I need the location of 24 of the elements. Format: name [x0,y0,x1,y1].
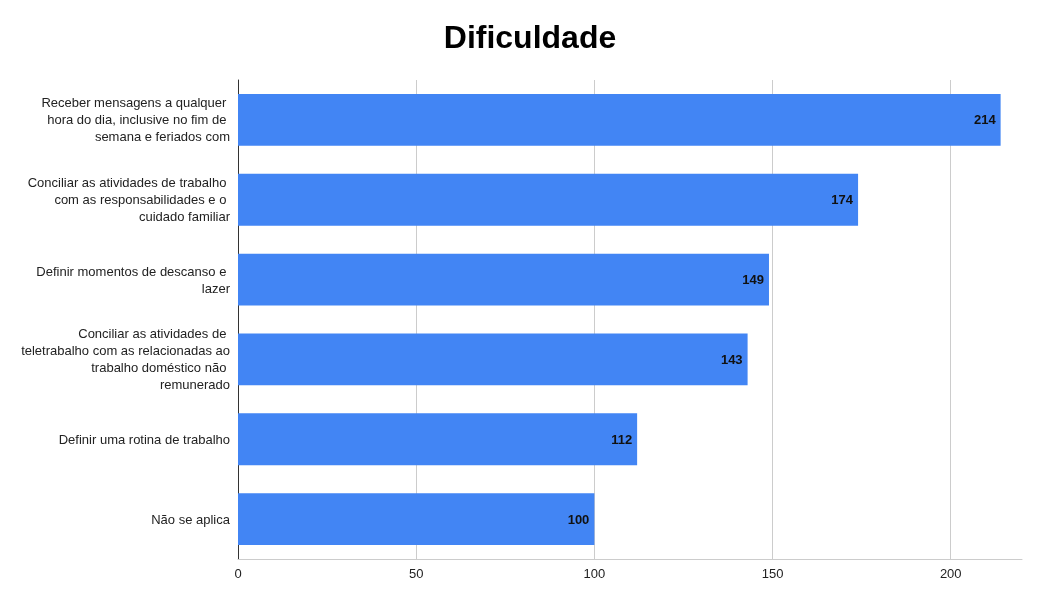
bar [238,93,1001,146]
bar [238,253,769,306]
y-tick-label: Conciliar as atividades de teletrabalho com as relacionadas ao trabalho doméstico não remunerado [21,326,230,393]
data-label: 214 [973,112,997,128]
data-label: 149 [742,272,764,288]
bar [238,173,859,226]
bar [238,413,638,466]
x-tick-label: 0 [234,566,242,581]
chart-title: Dificuldade [443,19,617,55]
bar [238,493,595,546]
data-label: 143 [720,351,743,367]
y-tick-label: Definir uma rotina de trabalho [58,431,230,447]
y-tick-label: Receber mensagens a qualquer hora do dia, inclusive no fim de semana e feriados com [41,95,230,145]
y-tick-label: Não se aplica [151,511,231,527]
x-tick-label: 100 [583,566,606,581]
y-tick-label: Definir momentos de descanso e lazer [36,263,231,296]
data-label: 174 [831,192,854,208]
data-label: 100 [567,511,590,527]
x-tick-label: 200 [939,566,962,581]
data-label: 112 [611,431,633,447]
y-tick-label: Conciliar as atividades de trabalho com as responsabilidades e o cuidado familiar [27,175,231,225]
x-tick-label: 150 [761,566,784,581]
bar [238,333,748,386]
x-tick-label: 50 [408,566,424,581]
